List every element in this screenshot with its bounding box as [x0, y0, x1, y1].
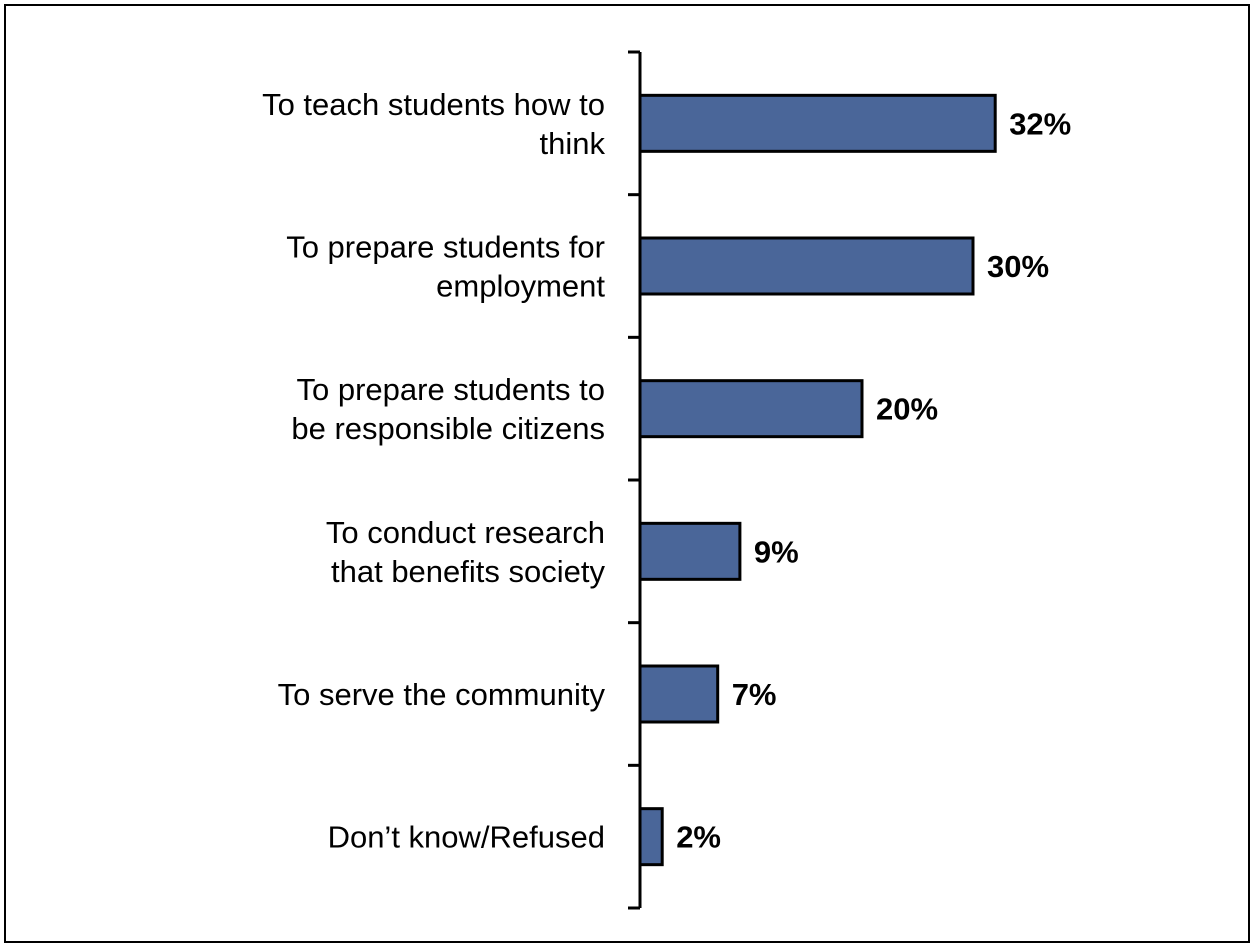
- category-label: To serve the community: [278, 677, 606, 712]
- bar: [638, 379, 864, 439]
- category-label: To prepare students to be responsible cit…: [291, 372, 605, 446]
- bar: [638, 807, 664, 867]
- labels-layer: 32% To teach students how to think 30% To pr…: [262, 87, 1071, 855]
- value-label: 30%: [987, 249, 1049, 284]
- category-label-line: be responsible citizens: [291, 411, 605, 446]
- category-label: To teach students how to think: [262, 87, 605, 161]
- value-label: 32%: [1009, 106, 1071, 141]
- category-axis: [628, 50, 642, 910]
- bar: [638, 236, 975, 296]
- category-label-line: To teach students how to: [262, 87, 605, 122]
- category-label-line: employment: [436, 269, 605, 304]
- bars-layer: [638, 93, 997, 867]
- category-label: Don’t know/Refused: [328, 820, 605, 855]
- category-label-line: Don’t know/Refused: [328, 820, 605, 855]
- value-label: 9%: [754, 534, 799, 569]
- category-label: To prepare students for employment: [286, 230, 605, 304]
- value-label: 2%: [676, 820, 721, 855]
- category-label-line: think: [540, 126, 606, 161]
- category-label-line: To conduct research: [326, 515, 605, 550]
- category-label: To conduct research that benefits society: [326, 515, 606, 589]
- chart-frame: [4, 4, 1250, 943]
- bar: [638, 93, 997, 153]
- bar: [638, 521, 742, 581]
- category-label-line: To prepare students to: [297, 372, 605, 407]
- category-label-line: To prepare students for: [286, 230, 605, 265]
- category-label-line: To serve the community: [278, 677, 606, 712]
- category-label-line: that benefits society: [331, 554, 605, 589]
- bar: [638, 664, 720, 724]
- value-label: 7%: [732, 677, 777, 712]
- value-label: 20%: [876, 392, 938, 427]
